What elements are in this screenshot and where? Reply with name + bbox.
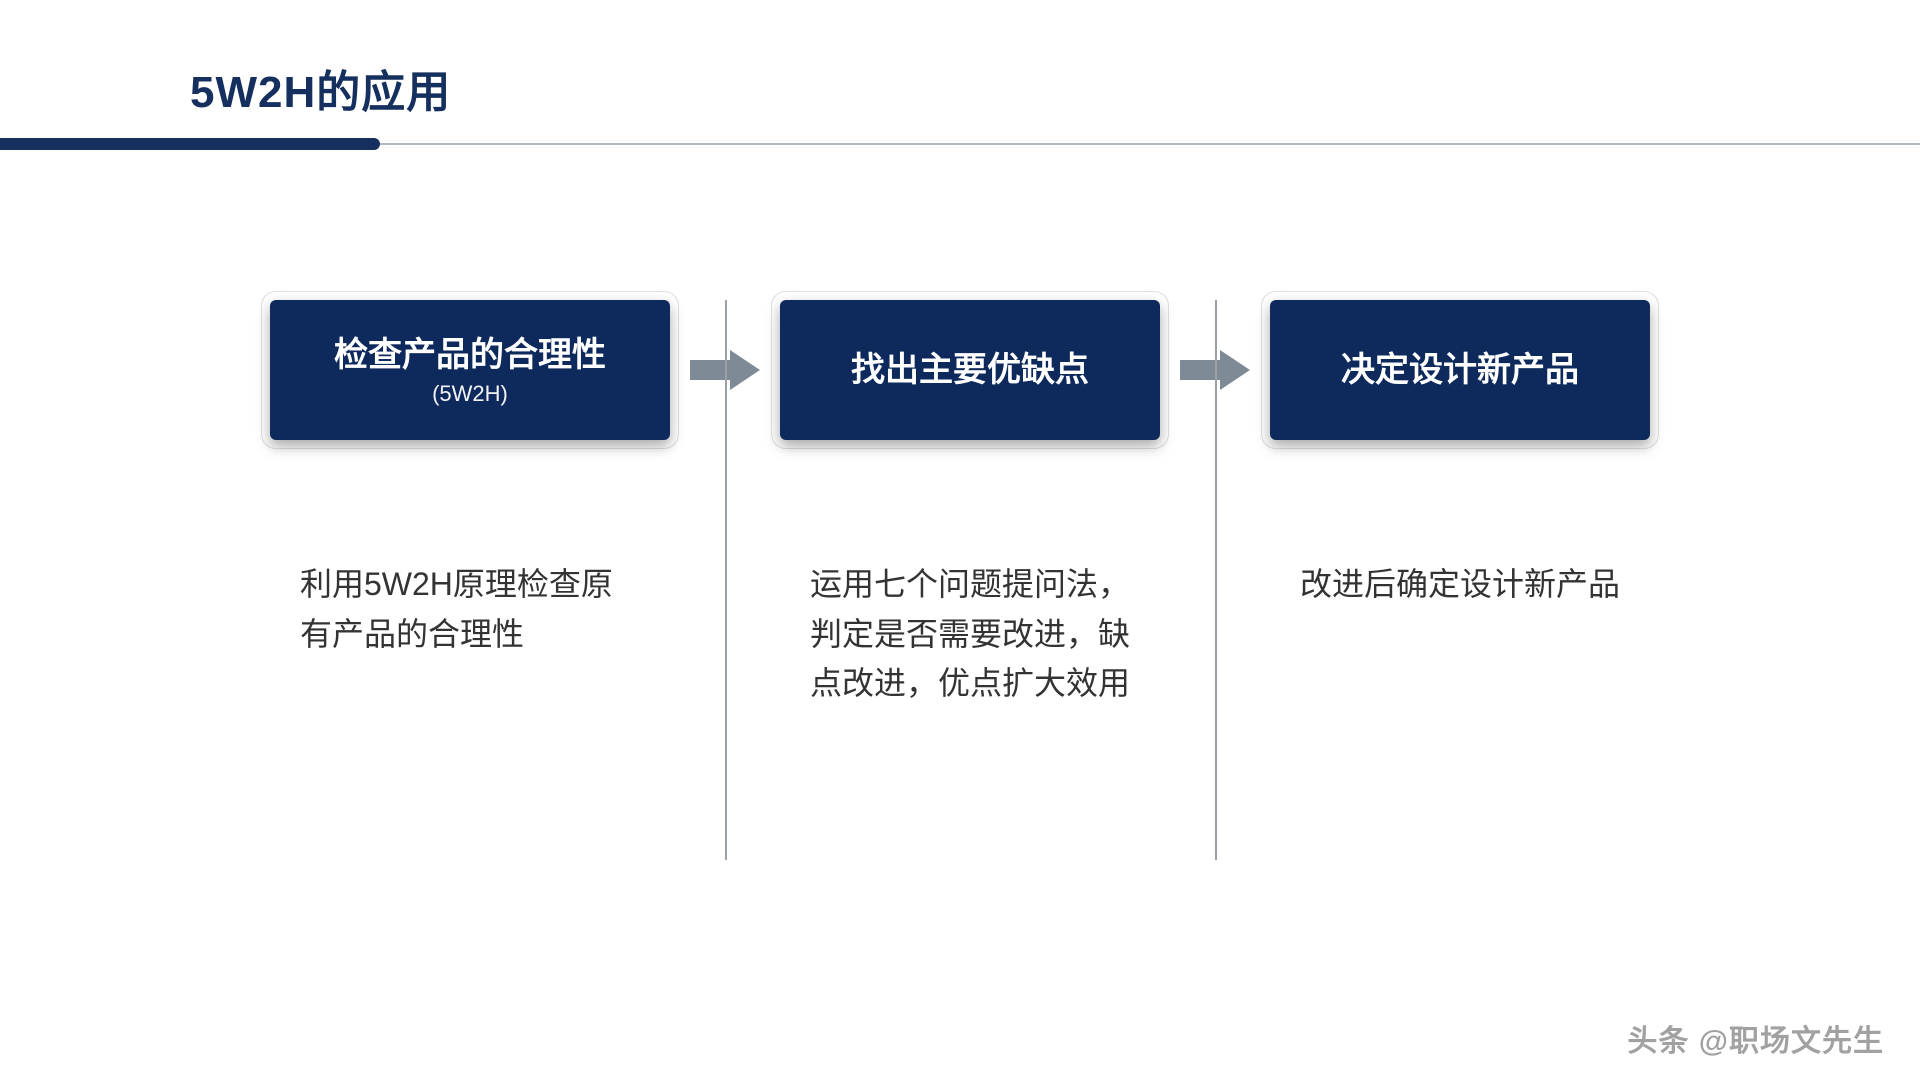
header: 5W2H的应用	[0, 56, 1920, 150]
flow-box-2: 找出主要优缺点	[780, 300, 1160, 440]
divider-1	[725, 300, 727, 860]
box-2-title: 找出主要优缺点	[851, 348, 1089, 392]
box-3-title: 决定设计新产品	[1341, 348, 1579, 392]
watermark: 头条 @职场文先生	[1627, 1016, 1884, 1060]
title-underline	[0, 138, 1920, 150]
page-title: 5W2H的应用	[190, 56, 1920, 120]
description-row: 利用5W2H原理检查原有产品的合理性 运用七个问题提问法，判定是否需要改进，缺点…	[150, 460, 1770, 769]
flow-box-3: 决定设计新产品	[1270, 300, 1650, 440]
gap-2	[1160, 460, 1270, 769]
box-1-subtitle: (5W2H)	[432, 381, 508, 407]
flow-box-1: 检查产品的合理性 (5W2H)	[270, 300, 670, 440]
divider-2	[1215, 300, 1217, 860]
flow-row: 检查产品的合理性 (5W2H) 找出主要优缺点 决定设计新产品	[150, 300, 1770, 440]
underline-thick	[0, 138, 380, 150]
gap-1	[670, 460, 780, 769]
desc-3: 改进后确定设计新产品	[1270, 460, 1650, 769]
box-1-title: 检查产品的合理性	[334, 333, 606, 377]
underline-thin	[380, 143, 1920, 145]
desc-1: 利用5W2H原理检查原有产品的合理性	[270, 460, 670, 769]
desc-2: 运用七个问题提问法，判定是否需要改进，缺点改进，优点扩大效用	[780, 460, 1160, 769]
